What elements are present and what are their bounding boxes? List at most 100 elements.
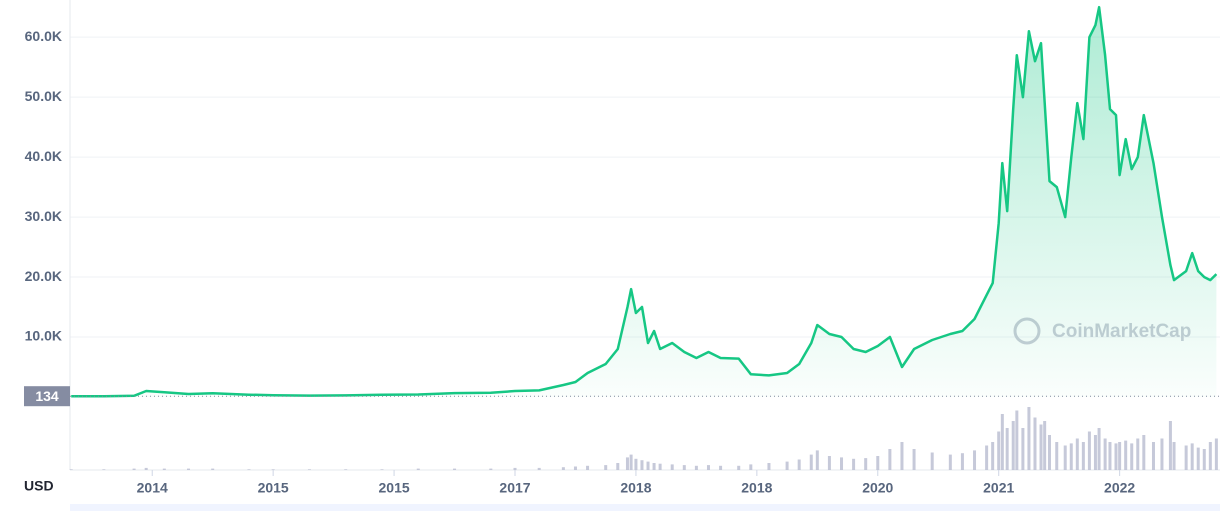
volume-bar (416, 468, 420, 470)
volume-bar (1055, 442, 1059, 470)
volume-bar (1069, 443, 1073, 470)
volume-bar (1118, 442, 1122, 470)
volume-bar (1047, 435, 1051, 470)
volume-bar (737, 465, 741, 470)
volume-bar (1214, 438, 1218, 470)
y-tick-label: 30.0K (25, 208, 62, 224)
volume-bar (1103, 438, 1107, 470)
x-tick-label: 2020 (862, 480, 893, 496)
volume-bar (271, 469, 275, 470)
volume-bar (809, 454, 813, 470)
volume-bar (682, 465, 686, 470)
x-tick-label: 2018 (741, 480, 772, 496)
volume-bar (586, 465, 590, 470)
footer-strip (70, 504, 1220, 511)
volume-bar (1114, 443, 1118, 470)
volume-bar (1136, 438, 1140, 470)
volume-bar (616, 463, 620, 470)
volume-bar (930, 452, 934, 470)
volume-bar (852, 458, 856, 470)
volume-bar (1039, 424, 1043, 470)
volume-bar (797, 459, 801, 470)
volume-bar (604, 465, 608, 470)
x-tick-label: 2015 (379, 480, 410, 496)
volume-bar (1142, 435, 1146, 470)
volume-bar (1005, 428, 1009, 470)
price-line (71, 5, 1218, 398)
area-fill (71, 7, 1217, 397)
volume-bar (132, 468, 136, 470)
volume-bar (785, 461, 789, 470)
volume-bar (997, 431, 1001, 470)
volume-bar (900, 442, 904, 470)
volume-bar (1021, 428, 1025, 470)
volume-bar (162, 468, 166, 470)
volume-bar (380, 469, 384, 470)
y-tick-label: 40.0K (25, 148, 62, 164)
volume-bar (749, 464, 753, 470)
volume-bar (187, 468, 191, 470)
volume-bar (1097, 428, 1101, 470)
x-tick-label: 2018 (620, 480, 651, 496)
volume-bar (1124, 440, 1128, 470)
volume-bar (453, 468, 457, 470)
volume-bar (634, 458, 638, 470)
volume-bar (625, 457, 629, 470)
volume-bar (1168, 421, 1172, 470)
volume-bar (1184, 445, 1188, 470)
volume-bar (888, 449, 892, 470)
volume-bar (1130, 443, 1134, 470)
y-tick-label: 60.0K (25, 28, 62, 44)
volume-bar (960, 453, 964, 470)
x-tick-label: 2015 (258, 480, 289, 496)
volume-bar (840, 457, 844, 470)
volume-bar (344, 469, 348, 470)
volume-bar (876, 456, 880, 470)
volume-bar (694, 465, 698, 470)
volume-bar (973, 450, 977, 470)
volume-bar (1033, 417, 1037, 470)
volume-bar (640, 460, 644, 470)
volume-bar (1151, 442, 1155, 470)
axis-unit: USD (24, 478, 54, 494)
volume-bar (513, 467, 517, 470)
volume-bar (1027, 407, 1031, 470)
volume-bar (985, 445, 989, 470)
x-tick-label: 2017 (499, 480, 530, 496)
x-tick-label: 2021 (983, 480, 1014, 496)
y-tick-label: 10.0K (25, 328, 62, 344)
volume-bar (537, 467, 541, 470)
volume-bar (573, 466, 577, 470)
volume-bar (629, 454, 633, 470)
volume-bar (864, 458, 868, 470)
volume-bar (144, 467, 148, 470)
volume-bar (827, 456, 831, 470)
volume-bar (646, 461, 650, 470)
volume-bar (706, 465, 710, 470)
volume-bar (1172, 442, 1176, 470)
volume-bar (767, 463, 771, 470)
volume-bar (1015, 410, 1019, 470)
volume-bar (1087, 431, 1091, 470)
volume-bar (658, 463, 662, 470)
volume-bar (1108, 442, 1112, 470)
volume-bar (1063, 445, 1067, 470)
volume-bar (652, 463, 656, 470)
volume-bar (102, 469, 106, 470)
x-tick-label: 2022 (1104, 480, 1135, 496)
volume-bar (1208, 442, 1212, 470)
volume-bar (1075, 438, 1079, 470)
y-tick-label: 50.0K (25, 88, 62, 104)
volume-bar (1160, 438, 1164, 470)
price-marker-label: 134 (35, 388, 59, 404)
volume-bar (307, 469, 311, 470)
volume-bar (719, 465, 723, 470)
volume-bar (247, 469, 251, 470)
volume-bar (1081, 442, 1085, 470)
y-tick-label: 20.0K (25, 268, 62, 284)
volume-bar (489, 468, 493, 470)
volume-bar (1190, 443, 1194, 470)
volume-bar (1043, 421, 1047, 470)
